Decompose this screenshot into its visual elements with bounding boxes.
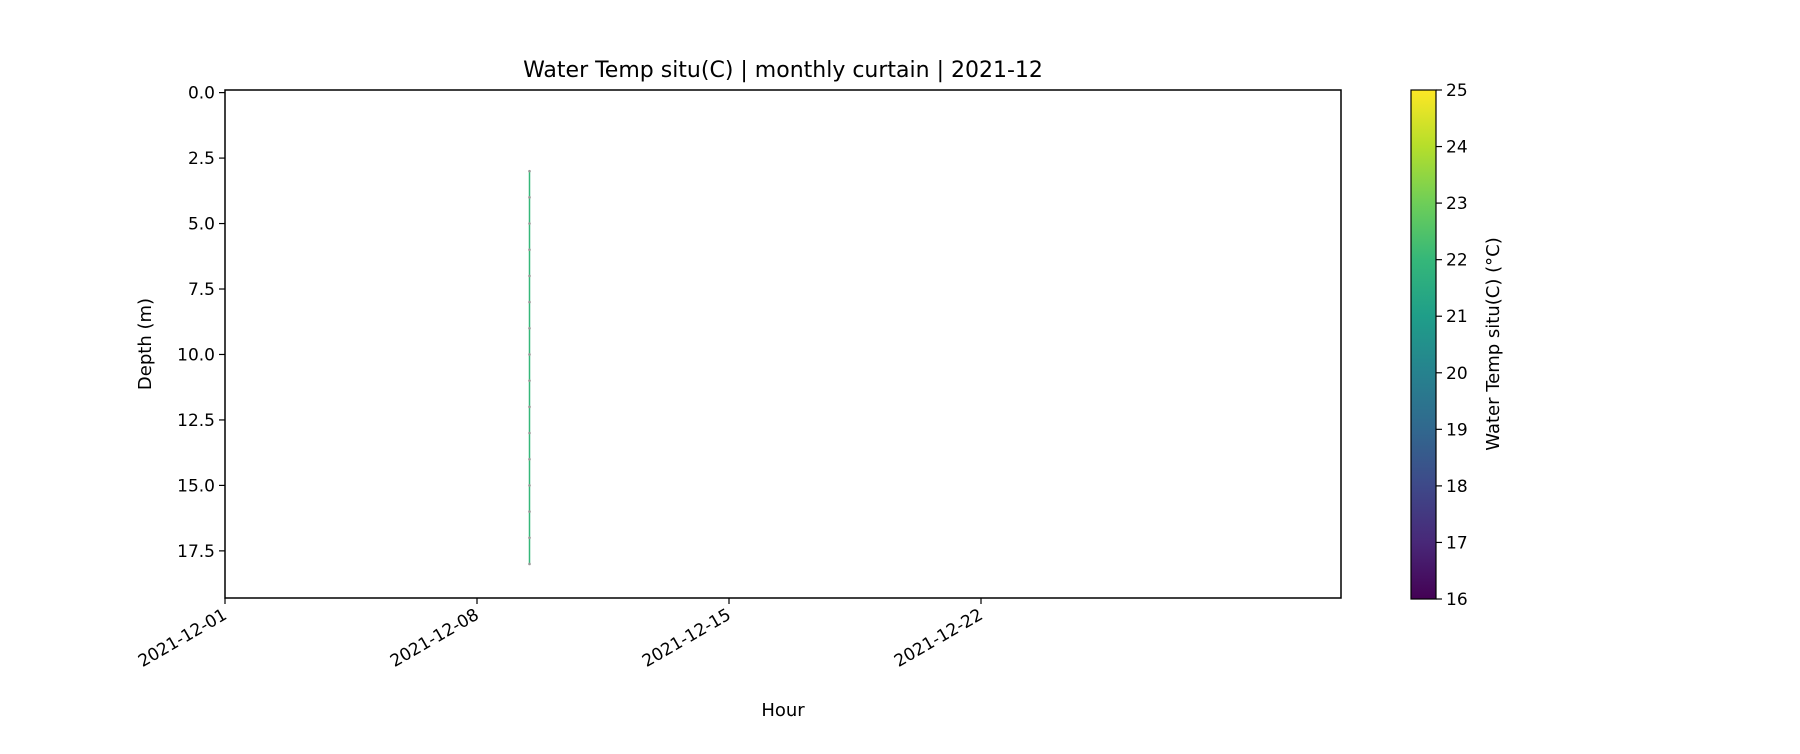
y-tick-label: 0.0: [188, 84, 215, 104]
x-tick-label: 2021-12-01: [135, 605, 231, 672]
profile-point: [528, 379, 531, 382]
profile-point: [528, 248, 531, 252]
y-tick-label: 12.5: [177, 411, 215, 431]
profile-point: [528, 274, 531, 278]
profile-point: [528, 562, 531, 566]
profile-point: [528, 457, 531, 461]
y-tick-label: 15.0: [177, 476, 215, 496]
x-axis-label: Hour: [761, 700, 805, 721]
profile-point: [528, 536, 531, 540]
x-tick-label: 2021-12-08: [387, 605, 483, 672]
profile-point: [528, 169, 531, 173]
y-tick-label: 2.5: [188, 149, 215, 169]
colorbar-tick-label: 25: [1446, 81, 1468, 101]
x-tick-label: 2021-12-15: [639, 605, 735, 672]
y-axis-label: Depth (m): [135, 298, 156, 390]
profile-point: [528, 326, 531, 330]
colorbar-label: Water Temp situ(C) (°C): [1483, 237, 1504, 450]
colorbar-tick-label: 19: [1446, 420, 1468, 440]
colorbar-tick-label: 16: [1446, 590, 1468, 610]
profile-point: [528, 405, 531, 409]
profile-point: [528, 300, 531, 304]
colorbar-tick-label: 23: [1446, 194, 1468, 214]
x-axis: 2021-12-01 2021-12-08 2021-12-15 2021-12-22: [135, 598, 987, 672]
y-tick-label: 5.0: [188, 215, 215, 235]
y-tick-label: 7.5: [188, 280, 215, 300]
chart-title: Water Temp situ(C) | monthly curtain | 2…: [523, 58, 1043, 83]
plot-area: [528, 169, 531, 566]
profile-point: [528, 353, 531, 356]
x-tick-label: 2021-12-22: [891, 605, 987, 672]
colorbar: [1410, 89, 1437, 600]
colorbar-ticks: 16 17 18 19 20 21 22 23 24 25: [1436, 81, 1468, 610]
y-axis: 0.0 2.5 5.0 7.5 10.0 12.5 15.0 17.5: [177, 84, 225, 562]
profile-point: [528, 431, 531, 435]
colorbar-tick-label: 22: [1446, 251, 1468, 271]
profile-point: [528, 196, 531, 199]
colorbar-tick-label: 24: [1446, 138, 1468, 158]
y-tick-label: 10.0: [177, 345, 215, 365]
axes-frame: [224, 89, 1342, 599]
colorbar-tick-label: 17: [1446, 533, 1468, 553]
colorbar-tick-label: 20: [1446, 364, 1468, 384]
profile-point: [528, 222, 531, 225]
profile-point: [528, 484, 531, 487]
colorbar-tick-label: 21: [1446, 307, 1468, 327]
profile-point: [528, 510, 531, 513]
y-tick-label: 17.5: [177, 542, 215, 562]
colorbar-tick-label: 18: [1446, 477, 1468, 497]
